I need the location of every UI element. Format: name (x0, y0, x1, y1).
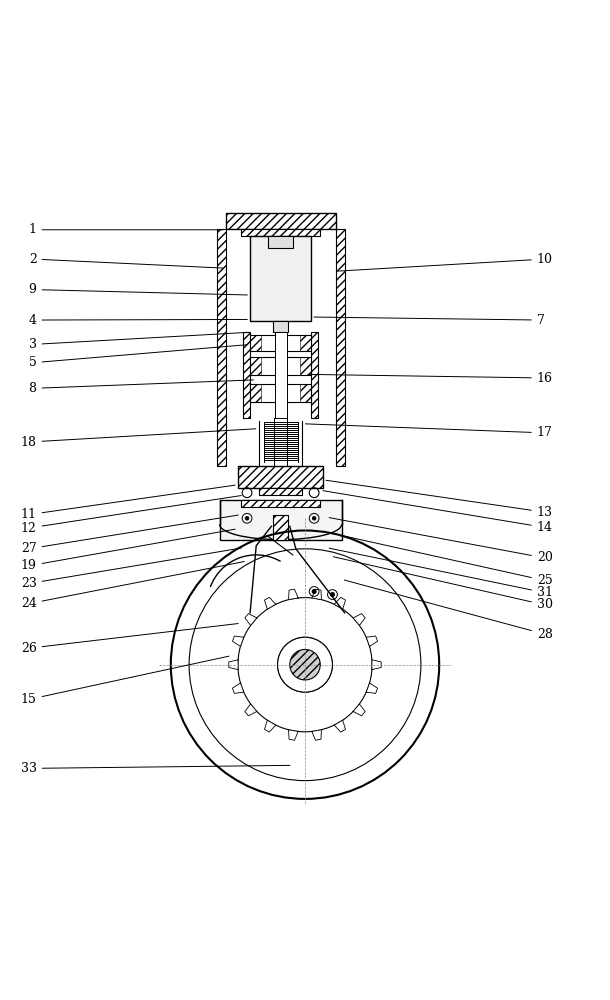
Text: 28: 28 (344, 580, 553, 641)
Bar (250, 236, 311, 321)
Text: 17: 17 (306, 424, 553, 439)
Polygon shape (265, 720, 276, 732)
Bar (226, 213, 336, 229)
Bar (259, 488, 302, 495)
Polygon shape (245, 614, 257, 625)
Polygon shape (232, 683, 244, 693)
Bar (336, 229, 345, 466)
Circle shape (290, 649, 320, 680)
Bar (268, 236, 293, 248)
Text: 26: 26 (21, 624, 238, 655)
Bar (259, 488, 302, 495)
Polygon shape (229, 660, 238, 670)
Text: 31: 31 (329, 548, 553, 599)
Bar (217, 229, 226, 466)
Bar (238, 466, 323, 488)
Bar (273, 515, 288, 540)
Bar (241, 229, 320, 236)
Polygon shape (312, 589, 321, 600)
Bar (250, 335, 311, 351)
Text: 16: 16 (308, 372, 553, 385)
Text: 30: 30 (333, 557, 553, 611)
Bar (274, 418, 287, 466)
Bar (300, 357, 311, 375)
Text: 33: 33 (21, 762, 290, 775)
Bar (300, 335, 311, 351)
Bar (311, 332, 318, 418)
Text: 14: 14 (323, 491, 553, 534)
Text: 25: 25 (341, 535, 553, 587)
Polygon shape (353, 704, 365, 716)
Bar (250, 384, 311, 402)
Text: 19: 19 (21, 529, 235, 572)
Bar (273, 321, 289, 332)
Bar (238, 466, 323, 488)
Bar (241, 500, 320, 507)
Polygon shape (232, 636, 244, 646)
Text: 24: 24 (21, 562, 245, 610)
Polygon shape (372, 660, 381, 670)
Text: 12: 12 (21, 496, 242, 535)
Bar (220, 500, 342, 540)
Bar (250, 357, 311, 375)
Text: 4: 4 (29, 314, 247, 327)
Bar (336, 229, 345, 466)
Bar (250, 335, 261, 351)
Circle shape (245, 516, 249, 520)
Bar (226, 213, 336, 229)
Circle shape (331, 593, 334, 596)
Text: 9: 9 (29, 283, 247, 296)
Text: 7: 7 (314, 314, 545, 327)
Polygon shape (245, 704, 257, 716)
Text: 10: 10 (339, 253, 553, 271)
Bar (250, 357, 261, 375)
Text: 1: 1 (29, 223, 223, 236)
Polygon shape (366, 636, 378, 646)
Polygon shape (334, 720, 345, 732)
Polygon shape (289, 730, 298, 740)
Polygon shape (334, 597, 345, 609)
Circle shape (290, 649, 320, 680)
Bar (250, 384, 261, 402)
Polygon shape (265, 597, 276, 609)
Circle shape (312, 590, 316, 593)
Text: 3: 3 (29, 332, 247, 351)
Polygon shape (289, 589, 298, 600)
Polygon shape (353, 614, 365, 625)
Polygon shape (312, 730, 321, 740)
Bar (241, 229, 320, 236)
Circle shape (278, 637, 332, 692)
Text: 15: 15 (21, 656, 229, 706)
Text: 23: 23 (21, 548, 242, 590)
Text: 20: 20 (329, 518, 553, 564)
Bar (243, 332, 250, 418)
Text: 11: 11 (21, 485, 235, 521)
Text: 2: 2 (29, 253, 223, 268)
Text: 5: 5 (29, 345, 247, 369)
Bar (217, 229, 226, 466)
Text: 13: 13 (326, 480, 553, 519)
Bar (273, 515, 288, 540)
Bar (243, 332, 250, 418)
Bar (311, 332, 318, 418)
Text: 27: 27 (21, 515, 239, 555)
Text: 18: 18 (21, 429, 256, 449)
Text: 8: 8 (29, 380, 253, 395)
Polygon shape (366, 683, 378, 693)
Bar (274, 332, 287, 418)
Bar (300, 384, 311, 402)
Circle shape (312, 516, 316, 520)
Bar (241, 500, 320, 507)
